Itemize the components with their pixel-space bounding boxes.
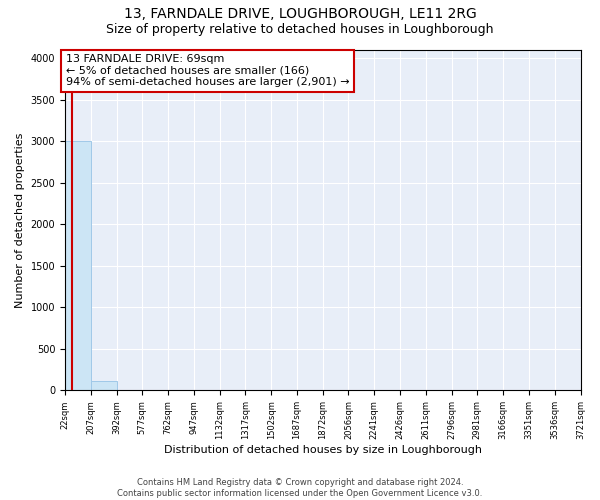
Text: Contains HM Land Registry data © Crown copyright and database right 2024.
Contai: Contains HM Land Registry data © Crown c… — [118, 478, 482, 498]
Text: Size of property relative to detached houses in Loughborough: Size of property relative to detached ho… — [106, 22, 494, 36]
Y-axis label: Number of detached properties: Number of detached properties — [15, 132, 25, 308]
X-axis label: Distribution of detached houses by size in Loughborough: Distribution of detached houses by size … — [164, 445, 482, 455]
Bar — [65, 142, 91, 390]
Text: 13, FARNDALE DRIVE, LOUGHBOROUGH, LE11 2RG: 13, FARNDALE DRIVE, LOUGHBOROUGH, LE11 2… — [124, 8, 476, 22]
Bar — [91, 382, 116, 390]
Text: 13 FARNDALE DRIVE: 69sqm
← 5% of detached houses are smaller (166)
94% of semi-d: 13 FARNDALE DRIVE: 69sqm ← 5% of detache… — [66, 54, 349, 88]
